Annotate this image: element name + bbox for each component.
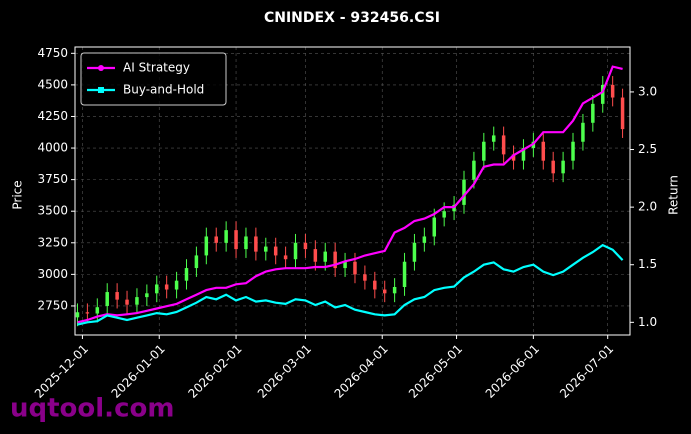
legend-box xyxy=(80,52,227,106)
candle-body xyxy=(333,251,337,269)
candle-body xyxy=(382,289,387,294)
candle-body xyxy=(432,217,437,237)
candle-body xyxy=(155,284,159,294)
candle-body xyxy=(561,160,565,174)
plot-frame xyxy=(74,46,631,336)
candle-body xyxy=(244,236,248,250)
series-line xyxy=(77,243,624,326)
candle-body xyxy=(412,242,417,262)
candle-body xyxy=(75,312,80,318)
candle-body xyxy=(174,280,179,290)
candle-body xyxy=(254,236,258,252)
candle-body xyxy=(224,230,228,243)
candle-body xyxy=(620,97,625,130)
candle-body xyxy=(472,160,476,180)
candle-body xyxy=(422,236,427,243)
y-axis-label: Price xyxy=(11,180,25,209)
candle-body xyxy=(234,230,238,250)
y2-tick-label: 1.5 xyxy=(638,257,657,271)
candle-body xyxy=(511,154,516,161)
y-tick-label: 2750 xyxy=(37,298,68,312)
candle-body xyxy=(402,261,407,287)
y-tick-label: 3250 xyxy=(37,235,68,249)
candle-body xyxy=(303,242,308,250)
candle-body xyxy=(313,249,318,262)
y2-tick-label: 1.0 xyxy=(638,315,657,329)
candle-body xyxy=(85,312,90,314)
candle-body xyxy=(343,261,347,269)
legend-marker xyxy=(98,87,104,93)
candle-body xyxy=(541,141,546,161)
candle-body xyxy=(353,261,357,275)
candle-body xyxy=(600,84,605,104)
candle-body xyxy=(323,251,327,262)
y-tick-label: 4750 xyxy=(37,46,68,60)
candle-body xyxy=(610,84,615,98)
y-tick-label: 3000 xyxy=(37,267,68,281)
y-tick-label: 3750 xyxy=(37,172,68,186)
candle-body xyxy=(95,307,100,314)
candle-body xyxy=(125,299,129,305)
candle-body xyxy=(135,297,139,305)
watermark: uqtool.com xyxy=(10,394,174,424)
y-tick-label: 3500 xyxy=(37,204,68,218)
candle-body xyxy=(105,292,109,306)
candle-body xyxy=(373,280,377,290)
candle-body xyxy=(521,148,526,161)
candle-body xyxy=(283,255,288,260)
candle-body xyxy=(591,103,595,123)
candle-body xyxy=(462,179,466,205)
y2-tick-label: 2.5 xyxy=(638,142,657,156)
legend-label: Buy-and-Hold xyxy=(123,83,204,97)
candle-body xyxy=(164,284,169,290)
chart-title: CNINDEX - 932456.CSI xyxy=(264,10,440,26)
candle-body xyxy=(442,211,446,218)
candle-body xyxy=(273,246,278,256)
y-tick-label: 4500 xyxy=(37,77,68,91)
y-tick-label: 4000 xyxy=(37,141,68,155)
candle-body xyxy=(482,141,486,161)
candle-body xyxy=(293,242,298,260)
candle-body xyxy=(491,135,496,142)
legend-label: AI Strategy xyxy=(123,61,190,75)
candle-body xyxy=(392,287,397,294)
candle-body xyxy=(264,246,268,252)
y2-axis-label: Return xyxy=(667,175,681,215)
candle-body xyxy=(581,122,585,142)
candle-body xyxy=(204,236,209,256)
y-tick-label: 4250 xyxy=(37,109,68,123)
candle-body xyxy=(184,268,189,281)
legend-marker xyxy=(98,65,104,71)
candle-body xyxy=(551,160,555,174)
candle-body xyxy=(145,293,149,298)
candle-body xyxy=(214,236,218,243)
y2-tick-label: 3.0 xyxy=(638,84,657,98)
candle-body xyxy=(194,255,199,269)
candle-body xyxy=(363,274,367,281)
y2-tick-label: 2.0 xyxy=(638,200,657,214)
candle-body xyxy=(571,141,575,161)
series-line xyxy=(77,65,623,324)
candle-body xyxy=(115,292,119,300)
candle-body xyxy=(501,135,506,155)
legend: AI Strategy Buy-and-Hold xyxy=(80,52,227,106)
